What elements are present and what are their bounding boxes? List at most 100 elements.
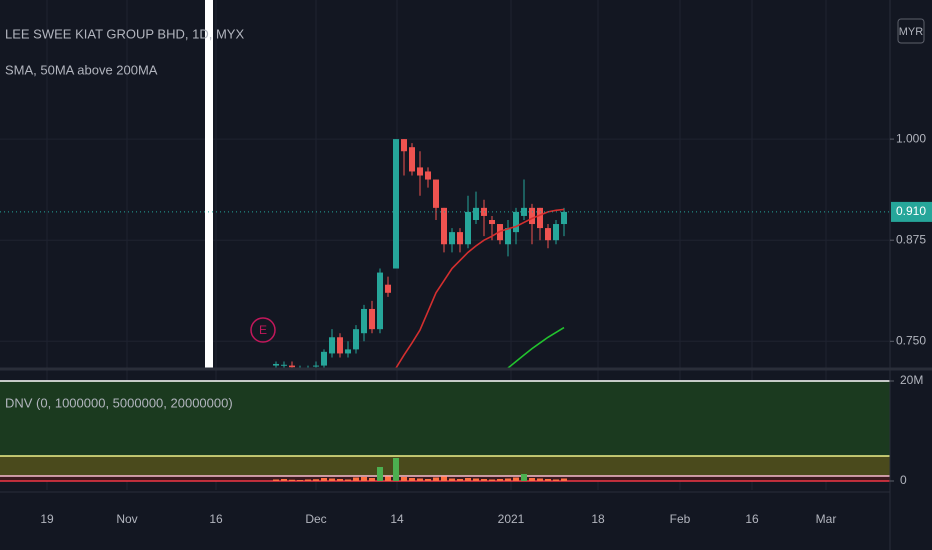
candle-body xyxy=(545,228,551,241)
volume-bar xyxy=(297,480,303,481)
last-price-label: 0.910 xyxy=(896,204,926,218)
volume-bar xyxy=(353,477,359,481)
indicator-title: DNV (0, 1000000, 5000000, 20000000) xyxy=(5,395,233,410)
volume-bar xyxy=(521,474,527,481)
x-tick-label: Dec xyxy=(305,512,326,526)
volume-bar xyxy=(537,478,543,481)
volume-bar xyxy=(369,478,375,481)
currency-label[interactable]: MYR xyxy=(899,26,924,38)
volume-bar xyxy=(417,478,423,481)
candle-body xyxy=(473,207,479,220)
volume-bar xyxy=(313,479,319,481)
volume-bar xyxy=(545,479,551,481)
volume-bar xyxy=(409,478,415,481)
candle-body xyxy=(337,337,343,354)
candle-body xyxy=(385,284,391,293)
candle-body xyxy=(489,219,495,225)
volume-bar xyxy=(329,478,335,481)
volume-bar xyxy=(553,479,559,481)
candle-body xyxy=(553,224,559,241)
volume-bar xyxy=(393,458,399,481)
volume-bar xyxy=(505,478,511,481)
x-tick-label: 14 xyxy=(390,512,404,526)
candle-body xyxy=(281,364,287,366)
candle-body xyxy=(505,228,511,245)
candle-body xyxy=(377,272,383,330)
band-mid xyxy=(0,456,890,476)
volume-bar xyxy=(273,479,279,481)
candle-body xyxy=(353,329,359,350)
x-tick-label: Mar xyxy=(816,512,837,526)
volume-bar xyxy=(425,479,431,481)
candle-body xyxy=(361,308,367,334)
candle-body xyxy=(433,179,439,208)
volume-bar xyxy=(345,479,351,481)
candle-body xyxy=(449,232,455,245)
earnings-label[interactable]: E xyxy=(259,323,267,337)
volume-bar xyxy=(529,478,535,481)
x-tick-label: 16 xyxy=(209,512,223,526)
currency-box[interactable] xyxy=(897,18,925,44)
volume-bar xyxy=(361,477,367,481)
volume-bar xyxy=(433,477,439,481)
earnings-marker[interactable] xyxy=(250,317,276,343)
candle-body xyxy=(425,171,431,180)
marker-bar xyxy=(205,0,213,368)
candle-body xyxy=(329,337,335,354)
main-pane xyxy=(273,139,567,368)
volume-bar xyxy=(489,479,495,481)
volume-bar xyxy=(457,479,463,481)
volume-bar xyxy=(289,479,295,481)
candle-body xyxy=(561,211,567,225)
candle-body xyxy=(457,232,463,245)
x-tick-label: 16 xyxy=(745,512,759,526)
y-tick-label: 1.000 xyxy=(896,131,926,145)
volume-bar xyxy=(465,478,471,481)
x-tick-label: 19 xyxy=(40,512,54,526)
indicator-label: SMA, 50MA above 200MA xyxy=(5,62,158,77)
chart-title: LEE SWEE KIAT GROUP BHD, 1D, MYX xyxy=(5,26,244,41)
x-tick-label: Nov xyxy=(116,512,137,526)
candle-body xyxy=(529,207,535,225)
volume-bar xyxy=(497,479,503,481)
y-tick-label: 0.750 xyxy=(896,333,926,347)
candle-body xyxy=(345,349,351,354)
volume-bar xyxy=(441,476,447,481)
volume-bar xyxy=(449,478,455,481)
candle-body xyxy=(441,207,447,245)
candle-body xyxy=(537,207,543,229)
indicator-pane xyxy=(0,380,890,482)
candle-body xyxy=(321,351,327,366)
volume-bar xyxy=(281,479,287,481)
ma-line xyxy=(395,208,565,368)
candle-body xyxy=(465,211,471,245)
last-price-box xyxy=(891,201,932,222)
volume-bar xyxy=(377,467,383,481)
volume-bar xyxy=(481,479,487,481)
ma-line xyxy=(507,326,565,368)
volume-bar xyxy=(513,477,519,481)
candle-body xyxy=(369,308,375,330)
candle-body xyxy=(289,365,295,368)
volume-bar xyxy=(385,476,391,481)
volume-bar xyxy=(305,479,311,481)
x-tick-label: 18 xyxy=(591,512,605,526)
candle-body xyxy=(401,139,407,152)
volume-bar xyxy=(561,478,567,481)
y2-tick-label: 0 xyxy=(900,473,907,487)
candle-body xyxy=(417,167,423,176)
candle-body xyxy=(513,211,519,233)
band-high xyxy=(0,381,890,456)
volume-bar xyxy=(401,477,407,481)
volume-bar xyxy=(321,478,327,481)
candle-body xyxy=(313,365,319,367)
x-tick-label: Feb xyxy=(670,512,691,526)
volume-bar xyxy=(473,478,479,481)
volume-bar xyxy=(337,479,343,481)
y2-tick-label: 20M xyxy=(900,373,923,387)
y-tick-label: 0.875 xyxy=(896,232,926,246)
x-tick-label: 2021 xyxy=(498,512,525,526)
candle-body xyxy=(393,139,399,269)
